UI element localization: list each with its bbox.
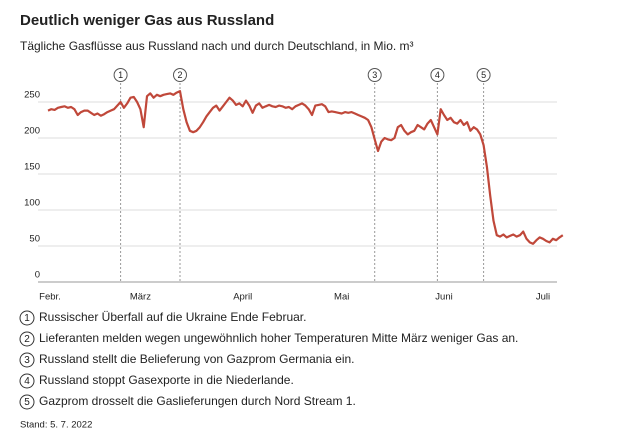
legend-circle bbox=[19, 310, 35, 326]
x-tick-label: Mai bbox=[334, 292, 349, 303]
y-tick-label: 0 bbox=[35, 270, 40, 281]
annotation-marker: 4 bbox=[435, 70, 440, 80]
legend-text: Russischer Überfall auf die Ukraine Ende… bbox=[39, 310, 306, 324]
annotation-circle bbox=[430, 68, 445, 82]
x-tick-label: Juli bbox=[536, 292, 550, 303]
legend-circle bbox=[19, 394, 35, 410]
chart-subtitle: Tägliche Gasflüsse aus Russland nach und… bbox=[20, 39, 414, 53]
x-tick-label: April bbox=[233, 292, 252, 303]
legend-text: Lieferanten melden wegen ungewöhnlich ho… bbox=[39, 331, 518, 345]
legend-text: Gazprom drosselt die Gaslieferungen durc… bbox=[39, 394, 356, 408]
annotation-marker: 5 bbox=[481, 70, 486, 80]
legend-marker: 1 bbox=[24, 313, 30, 324]
annotation-circle bbox=[113, 68, 128, 82]
legend-circle bbox=[19, 331, 35, 347]
legend-marker: 4 bbox=[24, 376, 30, 387]
footnote: Stand: 5. 7. 2022 bbox=[20, 420, 92, 431]
annotation-marker: 1 bbox=[118, 70, 123, 80]
annotation-marker: 3 bbox=[372, 70, 377, 80]
legend-circle bbox=[19, 352, 35, 368]
annotation-circle bbox=[173, 68, 187, 82]
chart-title: Deutlich weniger Gas aus Russland bbox=[20, 12, 274, 29]
annotation-marker: 2 bbox=[177, 70, 182, 80]
y-tick-label: 250 bbox=[24, 90, 40, 101]
x-tick-label: Juni bbox=[435, 292, 452, 303]
data-line bbox=[47, 90, 564, 245]
y-tick-label: 200 bbox=[24, 126, 40, 137]
legend-marker: 3 bbox=[24, 355, 30, 366]
legend-marker: 5 bbox=[24, 397, 30, 408]
legend-marker: 2 bbox=[24, 334, 30, 345]
legend-circle bbox=[19, 373, 35, 389]
annotation-circle bbox=[476, 68, 491, 82]
x-tick-label: Febr. bbox=[39, 292, 61, 303]
legend-text: Russland stellt die Belieferung von Gazp… bbox=[39, 352, 355, 366]
x-tick-label: März bbox=[130, 292, 151, 303]
legend-text: Russland stoppt Gasexporte in die Nieder… bbox=[39, 373, 294, 387]
y-tick-label: 100 bbox=[24, 198, 40, 209]
y-tick-label: 50 bbox=[29, 234, 40, 245]
y-tick-label: 150 bbox=[24, 162, 40, 173]
annotation-circle bbox=[367, 68, 382, 82]
